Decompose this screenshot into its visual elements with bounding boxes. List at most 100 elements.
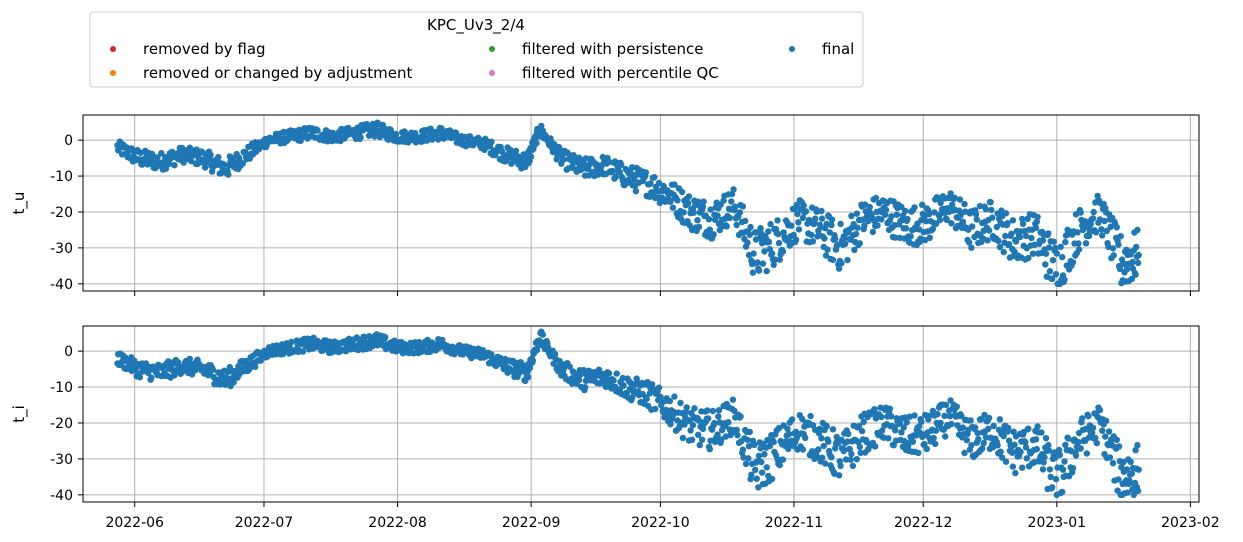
data-point [915, 449, 922, 457]
data-point [922, 218, 930, 225]
y-tick-label: -40 [50, 488, 73, 504]
data-point [683, 404, 690, 411]
data-point [768, 250, 776, 257]
x-tick-label: 2022-06 [105, 515, 164, 531]
data-point [768, 475, 776, 483]
data-point [1046, 268, 1054, 275]
data-point [382, 334, 389, 341]
data-point [1011, 441, 1018, 448]
data-point [1052, 454, 1059, 461]
data-point [872, 194, 880, 202]
data-point [1059, 488, 1066, 496]
data-point [1092, 434, 1099, 442]
data-point [666, 397, 673, 405]
data-point [744, 239, 751, 246]
data-point [849, 462, 857, 469]
data-point [732, 203, 739, 210]
data-point [907, 233, 914, 240]
data-point [1059, 466, 1067, 473]
data-point [1005, 437, 1013, 444]
data-point [656, 199, 663, 207]
data-point [800, 202, 807, 209]
data-point [689, 421, 697, 429]
data-point [818, 207, 825, 215]
data-point [609, 167, 616, 175]
data-point [674, 197, 681, 204]
data-point [733, 426, 740, 434]
data-point [667, 421, 674, 428]
data-point [631, 176, 638, 183]
data-point [893, 211, 900, 218]
data-point [961, 449, 968, 457]
data-point [1069, 259, 1077, 266]
data-point [919, 201, 926, 208]
data-point [988, 206, 995, 214]
data-point [1135, 251, 1142, 259]
data-point [1057, 243, 1064, 251]
data-point [775, 230, 782, 238]
data-point [1134, 487, 1142, 495]
data-point [1009, 463, 1017, 470]
data-point [905, 442, 912, 449]
data-point [1090, 208, 1097, 216]
data-point [852, 230, 860, 238]
data-point [731, 407, 738, 414]
data-point [1130, 491, 1138, 498]
data-point [947, 190, 954, 197]
x-tick-label: 2022-10 [631, 515, 690, 531]
data-point [878, 216, 885, 223]
data-point [758, 469, 766, 476]
data-point [847, 456, 854, 463]
data-point [1075, 240, 1082, 247]
data-point [1056, 451, 1064, 459]
data-point [667, 198, 674, 205]
data-point [613, 370, 620, 377]
data-point [956, 196, 964, 203]
data-point [1089, 424, 1097, 431]
data-point [728, 198, 735, 205]
data-point [795, 219, 802, 226]
data-point [581, 384, 589, 391]
data-point [739, 203, 747, 210]
data-point [1005, 240, 1013, 248]
data-point [1128, 470, 1136, 477]
data-point [853, 456, 860, 463]
data-point [655, 179, 663, 187]
data-point [527, 153, 535, 160]
data-point [1105, 428, 1113, 435]
data-point [996, 243, 1004, 251]
data-point [1008, 230, 1015, 237]
data-point [1083, 450, 1091, 457]
data-point [779, 248, 787, 255]
legend-label-persistence: filtered with persistence [522, 40, 703, 58]
data-point [761, 451, 768, 458]
subplot-t-i: 0 -10 -20 -30 -40 2022-06 2022-07 2022-08 2022-0… [10, 325, 1220, 531]
data-point [921, 440, 928, 448]
data-point [657, 393, 664, 401]
data-point [560, 156, 567, 163]
data-point [1034, 213, 1041, 221]
data-point [784, 425, 791, 432]
data-point [357, 134, 364, 141]
data-point [776, 256, 783, 263]
data-point [828, 221, 835, 229]
data-point [1012, 238, 1020, 245]
data-point [699, 203, 707, 210]
data-point [410, 350, 417, 357]
data-point [1096, 406, 1104, 414]
data-point [209, 366, 217, 373]
data-point [1069, 465, 1077, 472]
data-point [1045, 230, 1052, 237]
data-point [1123, 466, 1131, 473]
data-point [985, 425, 992, 432]
data-point [1110, 252, 1117, 259]
data-point [1052, 244, 1059, 252]
data-point [1129, 258, 1136, 266]
data-point [1049, 275, 1056, 282]
data-point [995, 237, 1002, 244]
data-point [844, 438, 851, 445]
data-point [1127, 458, 1134, 466]
data-point [704, 407, 711, 414]
data-point [1102, 417, 1110, 424]
series-final-points [114, 119, 1142, 287]
